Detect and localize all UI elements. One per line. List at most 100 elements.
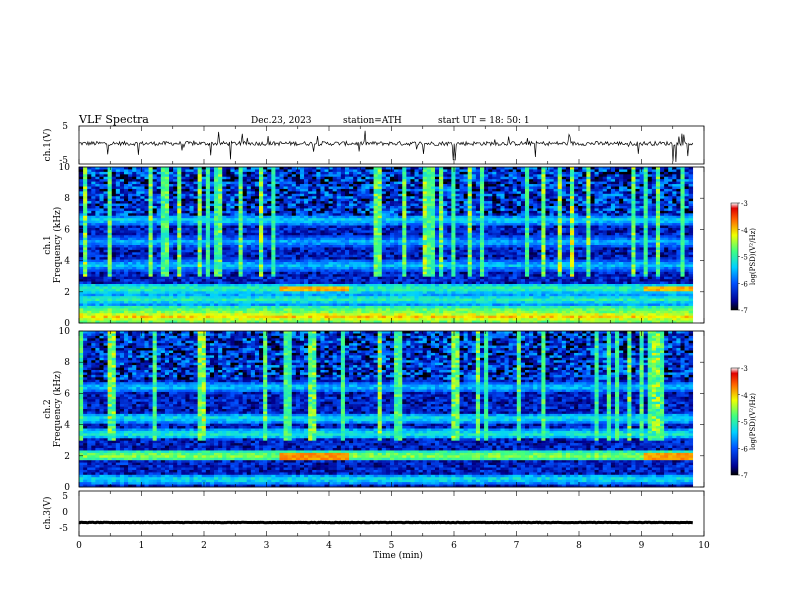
ch1-spec-cell — [156, 208, 162, 212]
ch1-spec-cell — [353, 210, 358, 214]
ch1-spec-cell — [594, 218, 599, 221]
ch1-spec-cell — [578, 201, 583, 204]
ch1-spec-cell — [676, 215, 681, 219]
ch1-spec-cell — [234, 206, 239, 209]
ch1-spec-cell — [275, 169, 280, 173]
ch1-spec-cell — [218, 223, 223, 226]
ch1-spec-cell — [160, 208, 166, 212]
ch1-spec-cell — [308, 237, 313, 241]
ch1-spec-cell — [250, 230, 256, 234]
ch1-spec-cell — [402, 174, 407, 178]
ch1-spec-cell — [132, 188, 137, 192]
ch1-spec-cell — [332, 186, 338, 190]
ch1-spec-cell — [553, 227, 559, 231]
ch1-spec-cell — [619, 206, 624, 209]
ch1-spec-cell — [99, 232, 104, 236]
ch1-spec-cell — [664, 198, 669, 202]
ch1-spec-cell — [394, 186, 399, 190]
ch1-spec-cell — [680, 235, 685, 238]
ch1-spec-cell — [103, 174, 108, 178]
ch1-spec-cell — [181, 169, 186, 173]
ch1-spec-cell — [124, 218, 129, 221]
ch1-spec-cell — [124, 240, 129, 243]
ch1-spec-cell — [459, 186, 464, 190]
ch1-spec-cell — [340, 171, 346, 175]
ch1-spec-cell — [643, 176, 649, 180]
ch1-spec-cell — [344, 245, 350, 248]
ch1-spec-cell — [156, 242, 162, 246]
ch1-spec-cell — [402, 206, 407, 209]
ch1-spec-cell — [267, 208, 272, 212]
ch1-spec-cell — [443, 218, 448, 221]
ch1-spec-cell — [152, 191, 158, 195]
ch1-spec-cell — [582, 169, 587, 173]
ch1-spec-cell — [312, 184, 317, 187]
ch1-spec-cell — [684, 196, 689, 199]
ch1-spec-cell — [119, 218, 125, 221]
ch1-spec-cell — [484, 167, 489, 170]
ch1-spec-cell — [132, 225, 137, 229]
ch1-spec-cell — [299, 201, 305, 204]
ch1-spec-cell — [500, 206, 505, 209]
ch1-spec-cell — [406, 240, 411, 243]
ch1-spec-cell — [414, 181, 419, 185]
ch1-spec-cell — [328, 176, 333, 180]
ch1-spec-cell — [279, 198, 284, 202]
ch1-spec-cell — [99, 203, 104, 207]
ch1-spec-cell — [602, 169, 608, 173]
ch1-spec-cell — [169, 245, 174, 248]
ch1-spec-cell — [635, 198, 640, 202]
ch1-spec-cell — [561, 203, 567, 207]
ch1-spec-cell — [275, 184, 280, 187]
ch1-spec-cell — [353, 206, 358, 209]
ch1-spec-cell — [623, 201, 628, 204]
ch1-spec-cell — [304, 245, 309, 248]
ch1-spec-cell — [299, 225, 305, 229]
ch1-spec-cell — [115, 220, 121, 224]
ch1-spec-cell — [578, 174, 583, 178]
ch1-spec-cell — [504, 232, 509, 236]
ch1-spec-cell — [259, 227, 264, 231]
ch1-spec-cell — [349, 203, 354, 207]
ch1-spec-cell — [426, 174, 432, 178]
ch1-spec-cell — [373, 196, 378, 199]
ch1-spec-cell — [299, 203, 305, 207]
ch1-spec-cell — [169, 203, 174, 207]
ch1-spec-cell — [443, 227, 448, 231]
ch1-spec-cell — [655, 220, 661, 224]
ch1-spec-cell — [414, 245, 419, 248]
ch1-spec-cell — [631, 206, 636, 209]
ch1-spec-cell — [316, 179, 321, 182]
ch1-spec-cell — [197, 232, 203, 236]
ch1-spec-cell — [565, 218, 571, 221]
ch1-spec-cell — [512, 203, 518, 207]
ch1-spec-cell — [451, 171, 456, 175]
ch1-spec-cell — [549, 240, 554, 243]
ch1-spec-cell — [684, 208, 689, 212]
ch1-spec-cell — [565, 208, 571, 212]
ch1-spec-cell — [299, 176, 305, 180]
ch1-spec-cell — [263, 225, 268, 229]
ch1-spec-cell — [87, 220, 92, 224]
ch1-spec-cell — [185, 227, 190, 231]
ch1-spec-cell — [259, 232, 264, 236]
ch1-spec-cell — [156, 198, 162, 202]
ch1-spec-cell — [201, 186, 207, 190]
ch1-spec-cell — [259, 235, 264, 238]
ch1-spec-cell — [557, 245, 563, 248]
ch1-spec-cell — [512, 208, 518, 212]
ch1-spec-cell — [459, 225, 464, 229]
ch1-spec-cell — [340, 210, 346, 214]
ch1-spec-cell — [238, 220, 243, 224]
ch1-spec-cell — [586, 201, 591, 204]
ch1-spec-cell — [615, 184, 620, 187]
ch1-spec-cell — [107, 215, 113, 219]
ch1-spec-cell — [173, 235, 178, 238]
ch1-spec-cell — [492, 240, 497, 243]
ch1-spec-cell — [524, 215, 530, 219]
ch1-spec-cell — [357, 206, 362, 209]
ch1-spec-cell — [271, 191, 276, 195]
ch1-spec-cell — [328, 184, 333, 187]
ch1-spec-cell — [606, 171, 612, 175]
ch1-spec-cell — [443, 179, 448, 182]
